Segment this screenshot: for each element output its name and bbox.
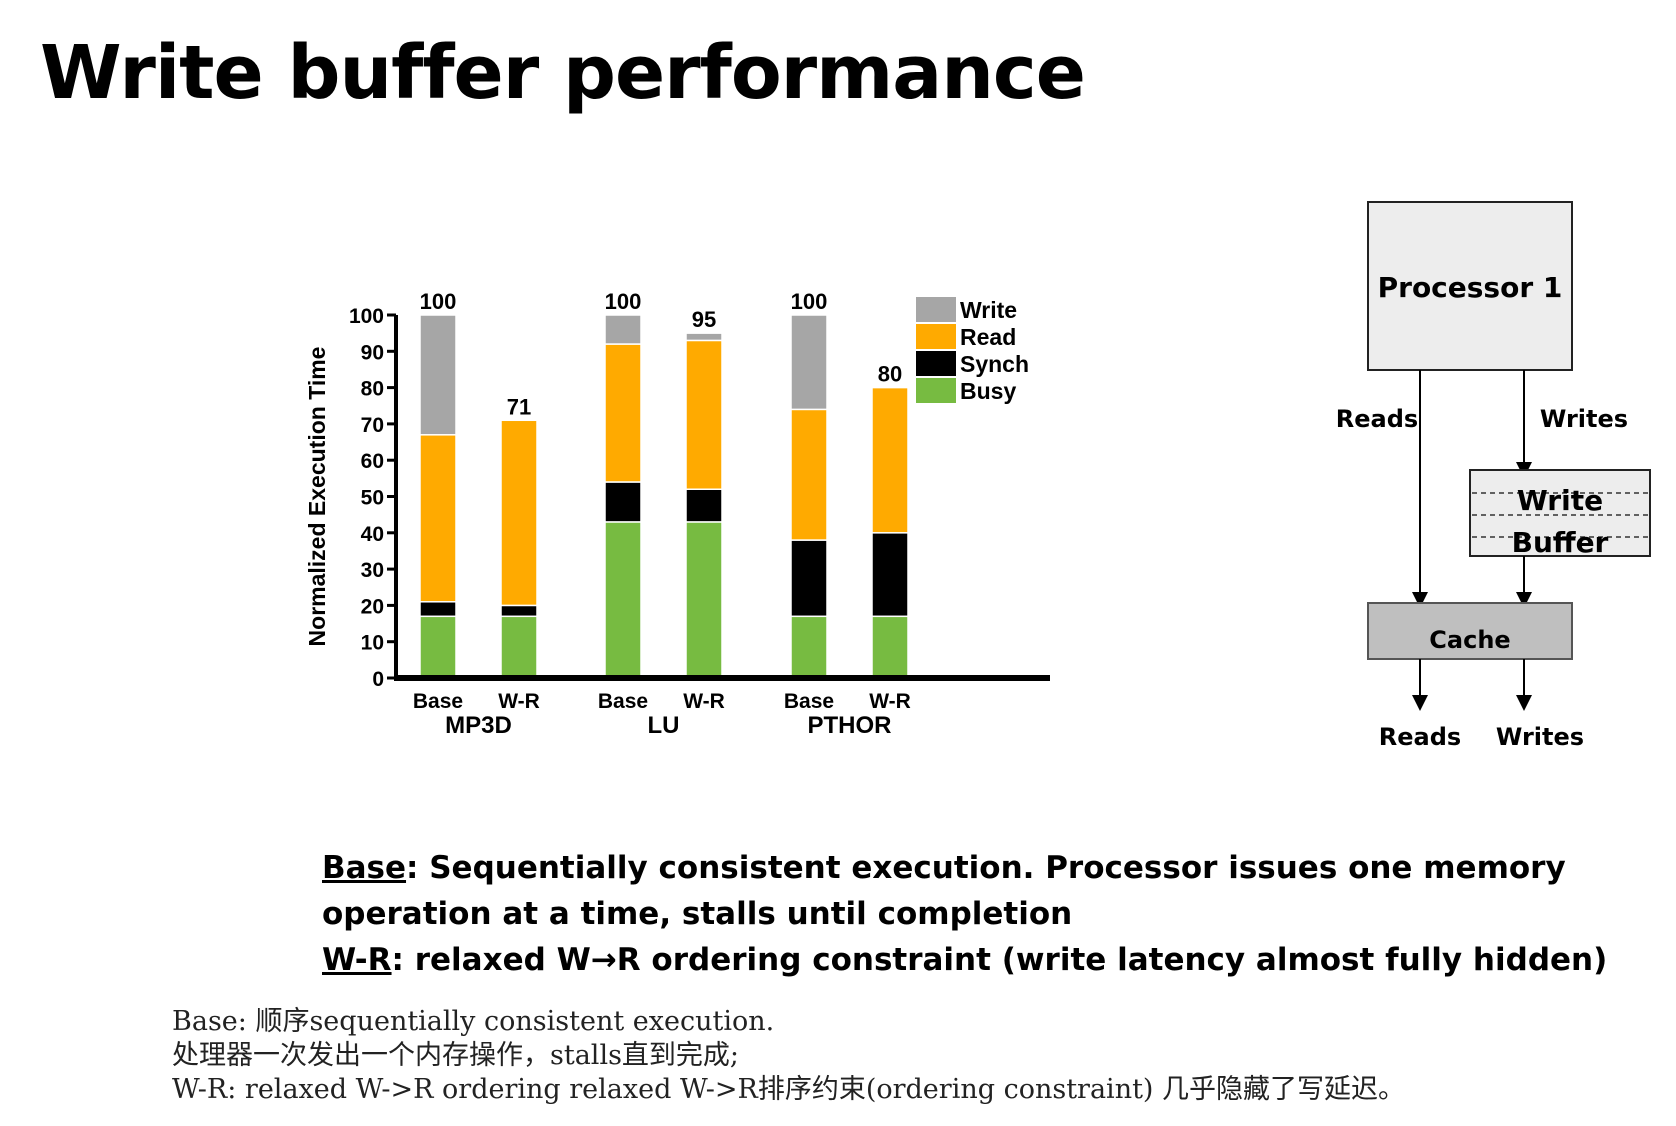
bar-segment-busy [500, 615, 538, 679]
chinese-note-line: 处理器一次发出一个内存操作，stalls直到完成; [172, 1040, 740, 1071]
y-tick-label: 40 [361, 523, 384, 546]
bar-category-label: Base [598, 690, 648, 713]
bar-category-label: W-R [683, 690, 725, 713]
bar-value-label: 100 [605, 289, 642, 314]
base-description: : Sequentially consistent execution. Pro… [322, 850, 1566, 932]
definitions: Base: Sequentially consistent execution.… [322, 845, 1642, 983]
bar-segment-write [604, 314, 642, 345]
execution-time-chart: Normalized Execution Time 0 10 20 30 40 50 60 70… [304, 289, 1050, 739]
write-buffer-diagram: Processor 1 Reads Writes Write Buffer Ca… [1336, 201, 1651, 751]
writes-label-bottom: Writes [1496, 723, 1584, 751]
y-tick-label: 90 [361, 341, 384, 364]
writes-label-top: Writes [1540, 405, 1628, 433]
bar-segment-read [500, 419, 538, 607]
bar-segment-read [604, 343, 642, 483]
wr-definition: W-R: relaxed W→R ordering constraint (wr… [322, 937, 1642, 983]
bar-segment-busy [685, 521, 723, 679]
y-axis-label: Normalized Execution Time [304, 347, 330, 647]
cache-label: Cache [1429, 626, 1510, 654]
wr-term: W-R [322, 942, 392, 978]
bar-segment-write [419, 314, 457, 436]
bar-category-label: Base [784, 690, 834, 713]
bar-segment-read [871, 386, 909, 534]
bar-value-label: 95 [692, 307, 716, 332]
write-buffer-label-line2: Buffer [1512, 526, 1609, 559]
processor-label: Processor 1 [1378, 271, 1563, 304]
bar-category-label: Base [413, 690, 463, 713]
page-title: Write buffer performance [40, 30, 1086, 116]
bar-segment-write [685, 332, 723, 342]
base-definition: Base: Sequentially consistent execution.… [322, 845, 1642, 937]
y-tick-label: 60 [361, 450, 384, 473]
bar-category-label: W-R [869, 690, 911, 713]
bar-segment-write [790, 314, 828, 411]
y-tick-label: 0 [372, 668, 384, 691]
chinese-note-line: Base: 顺序sequentially consistent executio… [172, 1006, 775, 1037]
chinese-note-line: W-R: relaxed W->R ordering relaxed W->R排… [172, 1074, 1406, 1105]
bar-segment-synch [790, 539, 828, 618]
y-tick-label: 50 [361, 487, 384, 510]
bar-segment-read [790, 408, 828, 541]
bar-segment-synch [604, 481, 642, 523]
bar-category-label: W-R [498, 690, 540, 713]
wr-description: : relaxed W→R ordering constraint (write… [391, 942, 1608, 978]
legend-label: Busy [960, 378, 1016, 404]
bar-value-label: 80 [878, 362, 902, 387]
reads-label-top: Reads [1336, 405, 1418, 433]
processor-box [1367, 201, 1573, 371]
bar-segment-read [685, 339, 723, 490]
group-label: LU [648, 712, 680, 739]
legend-swatch [916, 324, 956, 349]
bar-value-label: 100 [791, 289, 828, 314]
write-buffer-label-line1: Write [1517, 484, 1603, 517]
bar-value-label: 71 [507, 394, 531, 419]
group-label: MP3D [445, 712, 512, 739]
y-tick-label: 20 [361, 595, 384, 618]
legend-label: Write [960, 297, 1017, 323]
y-tick-label: 70 [361, 414, 384, 437]
write-buffer-box [1469, 469, 1651, 557]
base-term: Base [322, 850, 407, 886]
y-tick-label: 10 [361, 632, 384, 655]
reads-label-bottom: Reads [1379, 723, 1461, 751]
legend-label: Read [960, 324, 1016, 350]
y-tick-label: 80 [361, 378, 384, 401]
legend-label: Synch [960, 351, 1029, 377]
chinese-notes: Base: 顺序sequentially consistent executio… [172, 1005, 1632, 1107]
legend-swatch [916, 351, 956, 376]
y-tick-label: 100 [349, 305, 384, 328]
cache-box [1367, 602, 1573, 660]
bar-value-label: 100 [420, 289, 457, 314]
legend-swatch [916, 378, 956, 403]
group-label: PTHOR [808, 712, 892, 739]
legend-swatch [916, 297, 956, 322]
y-tick-label: 30 [361, 559, 384, 582]
